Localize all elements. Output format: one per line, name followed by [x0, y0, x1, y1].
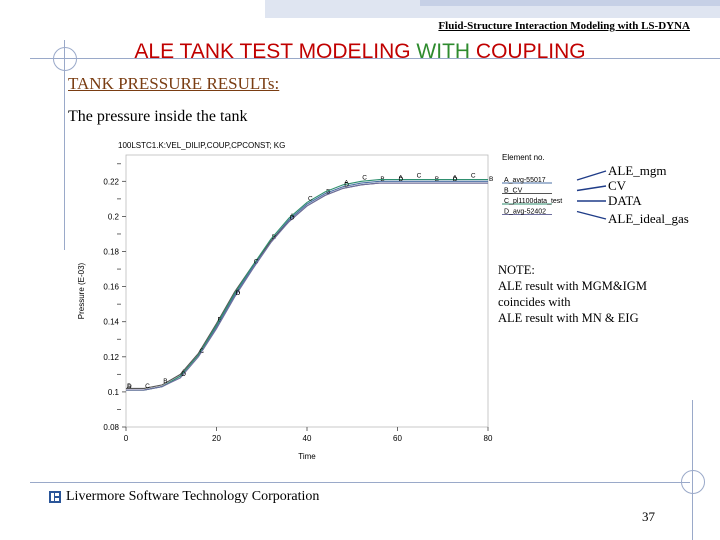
annotation-callout: [576, 210, 607, 220]
x-tick-label: 0: [124, 434, 129, 443]
series-marker-c: C: [471, 173, 476, 180]
series-marker-c: C: [417, 173, 422, 180]
series-line-d: [126, 182, 488, 391]
title-part-1: ALE TANK TEST MODELING: [134, 40, 417, 63]
series-marker-a: A: [127, 383, 132, 390]
series-marker-d: D: [399, 176, 404, 183]
section-title: TANK PRESSURE RESULTs:: [68, 74, 280, 93]
series-marker-d: D: [290, 215, 295, 222]
series-marker-a: A: [344, 180, 349, 187]
legend-entry: C_pl1100data_test: [504, 198, 562, 205]
x-axis-label: Time: [298, 452, 316, 461]
legend-title: Element no.: [502, 153, 545, 162]
series-marker-b: B: [326, 188, 330, 195]
series-marker-d: D: [453, 176, 458, 183]
annotation-callout: [576, 170, 607, 181]
series-marker-d: D: [127, 383, 132, 390]
series-marker-c: C: [254, 259, 259, 266]
header-title: Fluid-Structure Interaction Modeling wit…: [438, 20, 690, 32]
annotation-label: ALE_ideal_gas: [608, 211, 689, 226]
y-tick-label: 0.12: [103, 353, 119, 362]
series-line-b: [126, 182, 488, 389]
left-rule: [64, 40, 65, 250]
y-tick-label: 0.14: [103, 318, 119, 327]
series-marker-c: C: [308, 195, 313, 202]
y-tick-label: 0.18: [103, 248, 119, 257]
y-tick-label: 0.08: [103, 423, 119, 432]
series-marker-a: A: [290, 213, 295, 220]
lstc-logo-icon: [49, 491, 61, 503]
plot-frame: [125, 154, 489, 428]
series-marker-a: A: [453, 174, 458, 181]
note-line: ALE result with MN & EIG: [498, 311, 639, 325]
y-tick-label: 0.2: [108, 212, 120, 221]
series-marker-d: D: [236, 290, 241, 297]
x-tick-label: 60: [393, 434, 402, 443]
y-tick-label: 0.22: [103, 177, 119, 186]
subtitle: The pressure inside the tank: [68, 108, 248, 125]
page-number: 37: [642, 509, 655, 524]
header-rule: [30, 58, 720, 59]
series-marker-b: B: [489, 176, 493, 183]
note-line: NOTE:: [498, 263, 535, 277]
top-left-circle: [53, 47, 77, 71]
annotation-callout: [576, 185, 607, 192]
chart-title: 100LSTC1.K:VEL_DILIP,COUP,CPCONST; KG: [118, 141, 285, 150]
note-line: ALE result with MGM&IGM: [498, 279, 647, 293]
note-box: NOTE: ALE result with MGM&IGM coincides …: [498, 262, 647, 326]
footer-rule: [30, 482, 690, 483]
pressure-chart: 100LSTC1.K:VEL_DILIP,COUP,CPCONST; KG 0.0…: [77, 141, 689, 461]
y-tick-label: 0.1: [108, 388, 120, 397]
bottom-right-circle: [681, 470, 705, 494]
series-marker-b: B: [272, 234, 276, 241]
series-marker-d: D: [181, 371, 186, 378]
annotation-label: ALE_mgm: [608, 163, 667, 178]
x-tick-label: 40: [303, 434, 312, 443]
series-marker-b: B: [163, 378, 167, 385]
x-tick-label: 20: [212, 434, 221, 443]
top-decor-bar-2: [420, 0, 720, 6]
note-line: coincides with: [498, 295, 571, 309]
y-tick-label: 0.16: [103, 283, 119, 292]
legend-entry: A_avg-55017: [504, 177, 546, 184]
series-line-a: [126, 180, 488, 391]
title-part-2: WITH: [416, 40, 471, 63]
series-marker-d: D: [344, 181, 349, 188]
annotation-label: DATA: [608, 193, 642, 208]
y-axis-label: Pressure (E-03): [77, 262, 86, 319]
page-title: ALE TANK TEST MODELING WITH COUPLING: [0, 40, 720, 64]
footer-company: Livermore Software Technology Corporatio…: [66, 489, 320, 504]
series-line-c: [126, 179, 488, 391]
title-part-3: COUPLING: [470, 40, 586, 63]
legend-entry: D_avg-52402: [504, 209, 546, 216]
x-tick-label: 80: [484, 434, 493, 443]
series-marker-a: A: [399, 174, 404, 181]
series-marker-c: C: [145, 383, 150, 390]
series-marker-c: C: [362, 174, 367, 181]
annotation-label: CV: [608, 178, 627, 193]
legend-entry: B_CV: [504, 188, 523, 195]
